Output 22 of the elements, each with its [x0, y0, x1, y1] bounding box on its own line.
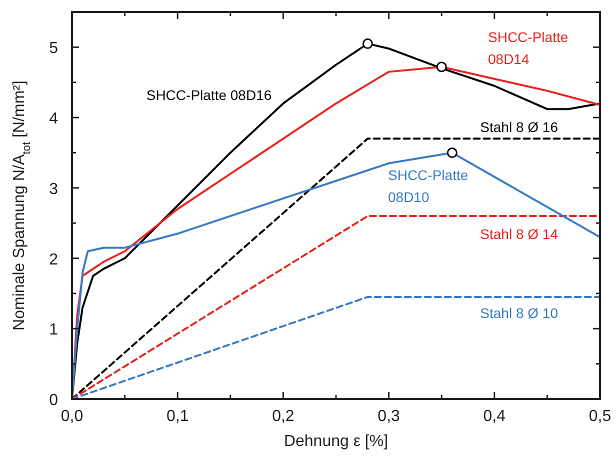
x-tick-label: 0,4 [483, 408, 506, 425]
y-tick-label: 4 [49, 110, 58, 128]
y-tick-label: 2 [49, 251, 58, 268]
point [446, 147, 458, 158]
y-tick-label: 1 [49, 322, 58, 339]
x-tick-label: 0,3 [378, 408, 400, 425]
series-label: Stahl 8 Ø 10 [480, 305, 558, 321]
point [436, 62, 447, 72]
x-tick-label: 0,5 [588, 408, 612, 425]
x-axis-title: Dehnung ε [%] [284, 433, 388, 450]
series-label: Stahl 8 Ø 14 [480, 226, 558, 242]
x-tick-label: 0,2 [272, 408, 294, 425]
series-label: SHCC-Platte 08D14 [488, 29, 568, 67]
point [362, 38, 373, 49]
series-label: SHCC-Platte 08D10 [388, 167, 468, 205]
y-tick-label: 0 [49, 392, 58, 409]
x-tick-label: 0,1 [166, 408, 189, 425]
y-tick-label: 5 [49, 40, 58, 58]
series-label: SHCC-Platte 08D16 [146, 87, 272, 103]
y-tick-label: 3 [49, 180, 58, 198]
series-label: Stahl 8 Ø 16 [480, 119, 558, 135]
x-tick-label: 0,0 [60, 408, 84, 425]
